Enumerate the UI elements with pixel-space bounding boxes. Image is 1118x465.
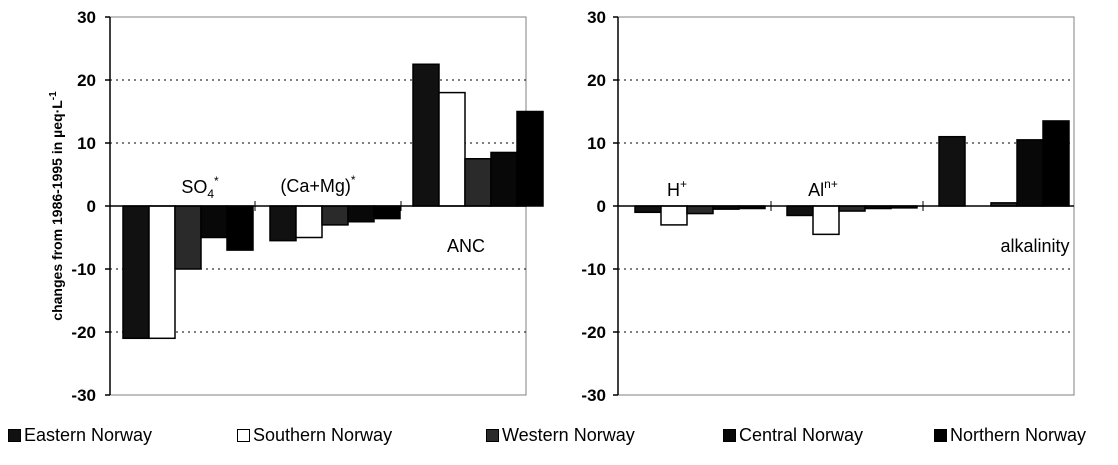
legend-item-western: Western Norway xyxy=(486,425,635,446)
bar-anc-western-norway xyxy=(464,158,492,207)
category-label-superscript: * xyxy=(351,173,356,187)
y-tick-label: 20 xyxy=(587,71,606,90)
legend-item-southern: Southern Norway xyxy=(237,425,392,446)
bar-h-western-norway xyxy=(686,205,714,215)
category-label-base: (Ca+Mg) xyxy=(280,176,351,196)
y-tick-label: 20 xyxy=(77,71,96,90)
category-label-anc: ANC xyxy=(447,236,485,256)
bar-h-eastern-norway xyxy=(634,205,662,214)
category-label-superscript: + xyxy=(680,177,687,191)
category-label-alkalinity: alkalinity xyxy=(1000,236,1069,256)
bar-ca-mg-western-norway xyxy=(321,205,349,226)
category-label-base: alkalinity xyxy=(1000,236,1069,256)
y-tick-label: -30 xyxy=(71,386,96,405)
category-label-base: Al xyxy=(808,180,824,200)
category-label-base: SO xyxy=(181,177,207,197)
bar-ca-mg-northern-norway xyxy=(373,205,401,220)
bar-anc-southern-norway xyxy=(438,91,466,207)
bar-ca-mg-southern-norway xyxy=(295,205,323,239)
legend-swatch-northern xyxy=(934,429,947,442)
category-label-h: H+ xyxy=(667,177,687,200)
bar-so4-northern-norway xyxy=(226,205,254,251)
bar-anc-eastern-norway xyxy=(412,63,440,207)
category-label-base: H xyxy=(667,180,680,200)
legend-swatch-eastern xyxy=(8,429,21,442)
left-bars xyxy=(122,63,544,340)
bar-anc-northern-norway xyxy=(516,110,544,207)
category-label-superscript: n+ xyxy=(824,177,838,191)
bar-aln-western-norway xyxy=(838,205,866,212)
category-label-subscript: 4 xyxy=(207,187,214,201)
y-tick-label: -20 xyxy=(71,323,96,342)
legend-swatch-central xyxy=(723,429,736,442)
legend-label-central: Central Norway xyxy=(739,425,864,445)
bar-anc-central-norway xyxy=(490,151,518,207)
right-category-labels: H+ Aln+ alkalinity xyxy=(667,177,1070,256)
bar-so4-central-norway xyxy=(200,205,228,239)
bar-ca-mg-eastern-norway xyxy=(269,205,297,242)
category-label-so4: SO4* xyxy=(181,174,219,201)
y-tick-label: 30 xyxy=(77,8,96,27)
y-tick-label: -10 xyxy=(581,260,606,279)
legend-label-western: Western Norway xyxy=(502,425,635,445)
right-panel: 30 20 10 0 -10 -20 -30 H+ Aln+ alkalinity xyxy=(581,8,1075,405)
bar-aln-eastern-norway xyxy=(786,205,814,217)
legend-label-northern: Northern Norway xyxy=(950,425,1087,445)
bar-so4-western-norway xyxy=(174,205,202,270)
legend-swatch-southern xyxy=(237,429,250,442)
category-label-base: ANC xyxy=(447,236,485,256)
y-tick-label: 0 xyxy=(87,197,96,216)
right-gridlines xyxy=(618,79,1074,333)
right-bars xyxy=(634,120,1070,236)
y-axis-label-text: changes from 1986-1995 in µeq·L xyxy=(49,100,65,321)
bar-aln-southern-norway xyxy=(812,205,840,236)
bar-alkalinity-central-norway xyxy=(1016,139,1044,207)
left-y-axis-label: changes from 1986-1995 in µeq·L-1 xyxy=(48,91,65,321)
y-tick-label: 10 xyxy=(587,134,606,153)
y-tick-label: 10 xyxy=(77,134,96,153)
legend-label-southern: Southern Norway xyxy=(253,425,393,445)
legend-item-northern: Northern Norway xyxy=(934,425,1086,446)
y-tick-label: -20 xyxy=(581,323,606,342)
y-axis-label-exponent: -1 xyxy=(48,91,59,100)
legend-label-eastern: Eastern Norway xyxy=(24,425,153,445)
right-y-axis: 30 20 10 0 -10 -20 -30 xyxy=(581,8,1074,405)
y-tick-label: -10 xyxy=(71,260,96,279)
category-label-ca-mg: (Ca+Mg)* xyxy=(280,173,356,196)
legend: Eastern Norway Southern Norway Western N… xyxy=(0,425,1118,465)
legend-item-central: Central Norway xyxy=(723,425,863,446)
left-category-labels: SO4* (Ca+Mg)*ANC xyxy=(181,173,485,256)
y-tick-label: 30 xyxy=(587,8,606,27)
bar-h-southern-norway xyxy=(660,205,688,226)
bar-alkalinity-eastern-norway xyxy=(938,135,966,207)
bar-so4-eastern-norway xyxy=(122,205,150,340)
category-label-superscript: * xyxy=(214,174,219,188)
y-tick-label: -30 xyxy=(581,386,606,405)
bar-ca-mg-central-norway xyxy=(347,205,375,223)
y-tick-label: 0 xyxy=(597,197,606,216)
legend-item-eastern: Eastern Norway xyxy=(8,425,152,446)
legend-swatch-western xyxy=(486,429,499,442)
category-label-aln: Aln+ xyxy=(808,177,838,200)
bar-alkalinity-northern-norway xyxy=(1042,120,1070,207)
left-y-axis: 30 20 10 0 -10 -20 -30 xyxy=(71,8,526,405)
bar-so4-southern-norway xyxy=(148,205,176,340)
